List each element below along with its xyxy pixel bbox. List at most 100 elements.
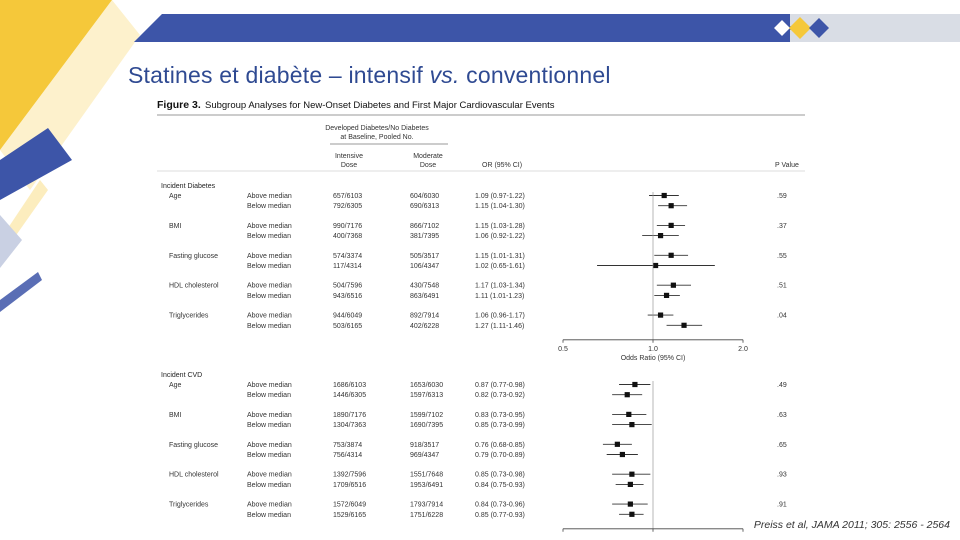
group-header-line2: at Baseline, Pooled No. <box>340 134 413 141</box>
or-ci-text: 0.79 (0.70-0.89) <box>475 452 525 459</box>
intensive-count: 943/6516 <box>333 293 362 300</box>
section-label: Incident Diabetes <box>161 183 216 190</box>
intensive-count: 753/3874 <box>333 442 362 449</box>
or-ci-text: 0.76 (0.68-0.85) <box>475 442 525 449</box>
row-level: Below median <box>247 203 291 210</box>
intensive-count: 944/6049 <box>333 313 362 320</box>
x-tick-label: 1.0 <box>648 346 658 353</box>
or-ci-text: 0.85 (0.73-0.98) <box>475 472 525 479</box>
or-ci-text: 1.06 (0.96-1.17) <box>475 313 525 320</box>
col-p-value: P Value <box>775 162 799 169</box>
point-estimate-marker <box>629 422 635 428</box>
or-ci-text: 0.85 (0.73-0.99) <box>475 422 525 429</box>
intensive-count: 1686/6103 <box>333 382 366 389</box>
col-moderate-1: Moderate <box>413 153 443 160</box>
or-ci-text: 1.02 (0.65-1.61) <box>475 263 525 270</box>
row-level: Above median <box>247 412 292 419</box>
x-tick-label: 2.0 <box>738 346 748 353</box>
or-ci-text: 1.27 (1.11-1.46) <box>475 323 524 330</box>
moderate-count: 918/3517 <box>410 442 439 449</box>
row-level: Above median <box>247 283 292 290</box>
moderate-count: 1793/7914 <box>410 502 443 509</box>
row-level: Above median <box>247 382 292 389</box>
p-value: .49 <box>777 382 787 389</box>
moderate-count: 381/7395 <box>410 233 439 240</box>
row-level: Above median <box>247 313 292 320</box>
subgroup-name: HDL cholesterol <box>169 283 219 290</box>
moderate-count: 969/4347 <box>410 452 439 459</box>
or-ci-text: 0.84 (0.73-0.96) <box>475 502 525 509</box>
figure-label: Figure 3. <box>157 99 201 111</box>
intensive-count: 1890/7176 <box>333 412 366 419</box>
intensive-count: 504/7596 <box>333 283 362 290</box>
subgroup-name: Fasting glucose <box>169 442 218 449</box>
point-estimate-marker <box>614 441 620 447</box>
subgroup-name: Fasting glucose <box>169 253 218 260</box>
row-level: Below median <box>247 233 291 240</box>
or-ci-text: 0.83 (0.73-0.95) <box>475 412 525 419</box>
intensive-count: 1529/6165 <box>333 512 366 519</box>
point-estimate-marker <box>668 222 674 228</box>
col-intensive-2: Dose <box>341 162 357 169</box>
moderate-count: 892/7914 <box>410 313 439 320</box>
moderate-count: 1953/6491 <box>410 482 443 489</box>
p-value: .04 <box>777 313 787 320</box>
group-header-line1: Developed Diabetes/No Diabetes <box>325 125 429 132</box>
moderate-count: 866/7102 <box>410 223 439 230</box>
moderate-count: 1751/6228 <box>410 512 443 519</box>
or-ci-text: 1.15 (1.04-1.30) <box>475 203 525 210</box>
moderate-count: 430/7548 <box>410 283 439 290</box>
moderate-count: 106/4347 <box>410 263 439 270</box>
row-level: Above median <box>247 442 292 449</box>
forest-panels: Incident Diabetes Age .59 Above median 657/6… <box>161 183 787 540</box>
p-value: .51 <box>777 283 787 290</box>
p-value: .91 <box>777 502 787 509</box>
intensive-count: 1392/7596 <box>333 472 366 479</box>
intensive-count: 574/3374 <box>333 253 362 260</box>
intensive-count: 1572/6049 <box>333 502 366 509</box>
moderate-count: 1551/7648 <box>410 472 443 479</box>
figure-panel: Figure 3. Subgroup Analyses for New-Onse… <box>155 94 810 540</box>
header-bar-decoration <box>134 14 960 42</box>
moderate-count: 1599/7102 <box>410 412 443 419</box>
x-tick-label: 0.5 <box>558 346 568 353</box>
row-level: Below median <box>247 392 291 399</box>
row-level: Above median <box>247 502 292 509</box>
slide-title-emphasis: vs. <box>429 62 460 88</box>
moderate-count: 1690/7395 <box>410 422 443 429</box>
moderate-count: 505/3517 <box>410 253 439 260</box>
row-level: Above median <box>247 472 292 479</box>
intensive-count: 756/4314 <box>333 452 362 459</box>
moderate-count: 1597/6313 <box>410 392 443 399</box>
row-level: Below median <box>247 293 291 300</box>
subgroup-name: HDL cholesterol <box>169 472 219 479</box>
row-level: Above median <box>247 253 292 260</box>
or-ci-text: 0.82 (0.73-0.92) <box>475 392 525 399</box>
row-level: Below median <box>247 323 291 330</box>
diamond-yellow-icon <box>789 17 811 39</box>
point-estimate-marker <box>619 451 625 458</box>
row-level: Above median <box>247 223 292 230</box>
point-estimate-marker <box>668 203 674 209</box>
row-level: Below median <box>247 452 291 459</box>
point-estimate-marker <box>624 392 630 398</box>
or-ci-text: 0.84 (0.75-0.93) <box>475 482 525 489</box>
intensive-count: 117/4314 <box>333 263 362 270</box>
point-estimate-marker <box>627 481 633 487</box>
intensive-count: 657/6103 <box>333 193 362 200</box>
or-ci-text: 1.09 (0.97-1.22) <box>475 193 525 200</box>
deco-navy-strip <box>0 272 42 312</box>
col-moderate-2: Dose <box>420 162 436 169</box>
moderate-count: 604/6030 <box>410 193 439 200</box>
point-estimate-marker <box>657 233 664 239</box>
or-ci-text: 1.17 (1.03-1.34) <box>475 283 525 290</box>
point-estimate-marker <box>626 411 632 417</box>
moderate-count: 863/6491 <box>410 293 439 300</box>
p-value: .65 <box>777 442 787 449</box>
slide-title-tail: conventionnel <box>459 62 611 88</box>
subgroup-name: BMI <box>169 412 182 419</box>
intensive-count: 1446/6305 <box>333 392 366 399</box>
deco-grey-triangle <box>0 215 22 268</box>
section-label: Incident CVD <box>161 372 202 379</box>
subgroup-name: Age <box>169 193 182 200</box>
